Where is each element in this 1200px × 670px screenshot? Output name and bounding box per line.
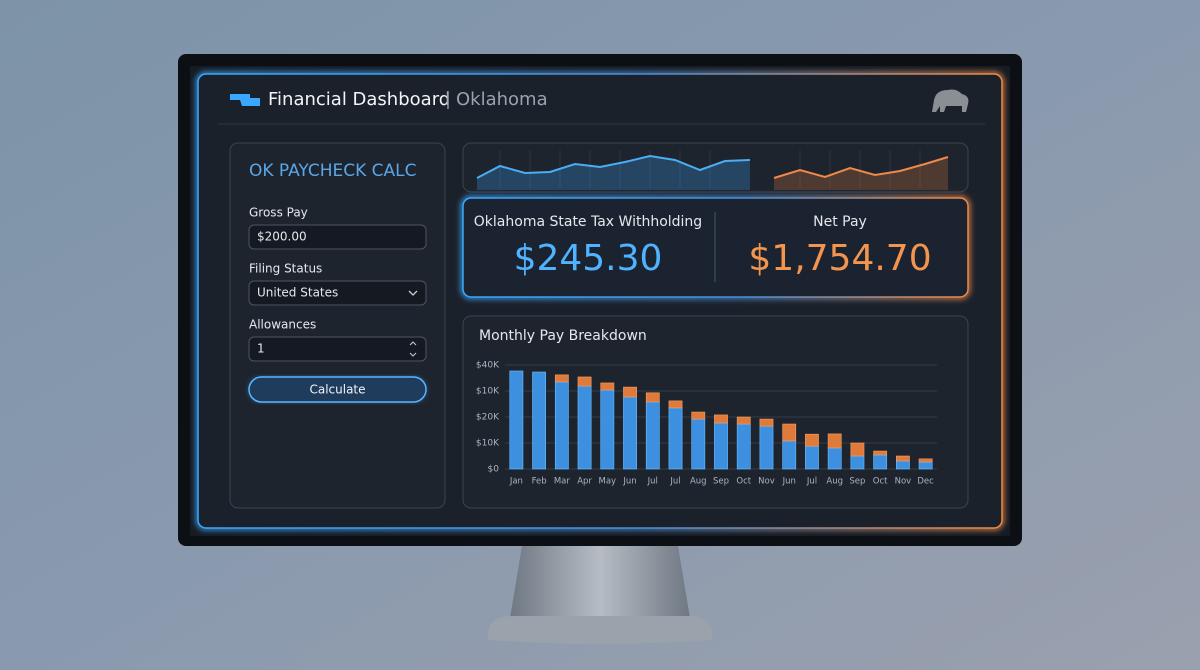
field-label: Allowances	[249, 318, 316, 332]
sparkline-panel	[462, 142, 969, 193]
y-tick-label: $0	[488, 465, 500, 475]
spinner	[409, 341, 417, 357]
bar-segment	[600, 382, 615, 391]
bar-segment	[782, 440, 797, 470]
field-value: 1	[257, 342, 265, 356]
x-tick-label: Oct	[873, 477, 888, 487]
chevron	[408, 290, 418, 296]
sparkline-area	[774, 157, 948, 190]
x-tick-label: Sep	[849, 477, 865, 487]
x-tick-label: Jun	[782, 477, 796, 487]
field-value: United States	[257, 286, 338, 300]
x-tick-label: Jan	[509, 477, 523, 487]
bar-segment	[918, 461, 933, 470]
header-subtitle: Oklahoma	[456, 89, 548, 110]
x-tick-label: Aug	[690, 477, 707, 487]
bar-segment	[668, 407, 683, 470]
summary-label: Oklahoma State Tax Withholding	[474, 214, 702, 230]
bar-segment	[554, 381, 569, 470]
bar-segment	[759, 425, 774, 470]
bar-segment	[691, 418, 706, 470]
x-tick-label: May	[599, 477, 617, 487]
bar-segment	[827, 447, 842, 470]
bar-segment	[668, 400, 683, 409]
state-icon	[230, 94, 260, 106]
bar-segment	[736, 416, 751, 425]
bar-segment	[691, 411, 706, 420]
x-tick-label: Jul	[647, 477, 658, 487]
y-tick-label: $10K	[476, 387, 500, 397]
x-tick-label: Oct	[736, 477, 751, 487]
bar-segment	[623, 396, 637, 470]
bar-segment	[850, 455, 865, 470]
monitor-neck	[510, 546, 690, 618]
gross-pay-input[interactable]	[248, 224, 427, 250]
bar-segment	[827, 433, 842, 449]
x-tick-label: Nov	[895, 477, 912, 487]
bar-segment	[850, 442, 865, 457]
bar-segment	[554, 374, 569, 383]
button-label: Calculate	[309, 383, 365, 397]
chart-title: Monthly Pay Breakdown	[479, 328, 647, 344]
y-tick-label: $10K	[476, 439, 500, 449]
calc-title: OK PAYCHECK CALC	[249, 161, 417, 181]
bar-segment	[896, 460, 910, 470]
filing-status-select[interactable]	[248, 280, 427, 306]
bar-segment	[714, 422, 728, 470]
bar-segment	[805, 433, 819, 447]
field-label: Filing Status	[249, 262, 322, 276]
y-tick-label: $40K	[476, 361, 500, 371]
chart: $0 $10K $20K $10K $40K Jan Feb Mar Apr May Jun Jul J…	[476, 361, 937, 487]
x-tick-label: Mar	[554, 477, 571, 487]
bar-segment	[873, 450, 888, 456]
field-value: $200.00	[257, 230, 307, 244]
x-tick-label: Sep	[713, 477, 729, 487]
allowances-input[interactable]	[248, 336, 427, 362]
field-label: Gross Pay	[249, 206, 308, 220]
bar-segment	[577, 376, 592, 387]
bar-segment	[714, 414, 728, 424]
x-tick-label: Aug	[826, 477, 843, 487]
header-title: Financial Dashboard	[268, 89, 450, 110]
bar-segment	[896, 455, 910, 462]
monitor-base	[488, 616, 712, 644]
x-tick-label: Feb	[532, 477, 547, 487]
bar-segment	[577, 385, 592, 470]
bar-segment	[873, 454, 888, 470]
y-tick-label: $20K	[476, 413, 500, 423]
bar-segment	[600, 389, 615, 470]
x-tick-label: Jun	[622, 477, 636, 487]
bar-segment	[918, 458, 933, 463]
x-tick-label: Jul	[806, 477, 817, 487]
bar-segment	[532, 371, 546, 470]
bar-segment	[623, 386, 637, 398]
bar-segment	[736, 423, 751, 470]
x-tick-label: Nov	[758, 477, 775, 487]
bar-segment	[782, 423, 797, 442]
sparkline-area	[477, 156, 750, 190]
tax-amount: $245.30	[514, 238, 663, 279]
net-pay-amount: $1,754.70	[748, 238, 931, 279]
bar-segment	[759, 418, 774, 427]
summary-label: Net Pay	[813, 214, 867, 230]
bar-segment	[645, 392, 660, 403]
sparkline	[773, 156, 949, 179]
x-tick-label: Dec	[917, 477, 934, 487]
bar-segment	[645, 401, 660, 470]
sparkline	[476, 154, 751, 179]
bar-segment	[509, 370, 524, 470]
bar-segment	[805, 445, 819, 470]
x-tick-label: Apr	[577, 477, 592, 487]
calculate-button[interactable]	[248, 376, 427, 403]
bison-icon	[932, 89, 969, 112]
x-tick-label: Jul	[669, 477, 680, 487]
